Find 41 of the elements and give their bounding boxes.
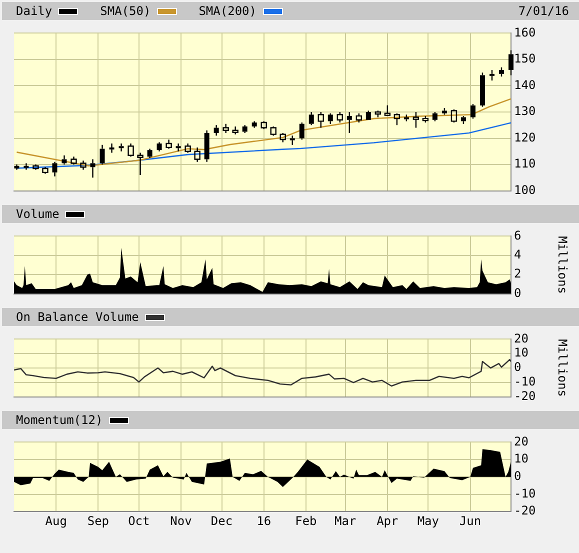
y-tick-label: 120 xyxy=(514,130,536,144)
legend-label: On Balance Volume xyxy=(16,310,139,324)
y-tick-label: 140 xyxy=(514,78,536,92)
y-tick-label: 20 xyxy=(514,331,528,346)
x-tick-label: Dec xyxy=(210,514,233,528)
y-tick-label: 100 xyxy=(514,182,536,197)
y-tick-label: 6 xyxy=(514,228,522,242)
legend-label: Momentum(12) xyxy=(16,413,103,427)
y-tick-label: 110 xyxy=(514,156,536,171)
y-tick-label: -20 xyxy=(514,504,536,518)
x-tick-label: Feb xyxy=(295,514,317,528)
y-tick-label: 10 xyxy=(514,346,528,360)
x-tick-label: Nov xyxy=(170,514,192,528)
y-tick-label: 4 xyxy=(514,248,522,262)
x-tick-label: Apr xyxy=(376,514,398,528)
x-tick-label: Aug xyxy=(45,514,67,528)
y-tick-label: -10 xyxy=(514,374,536,389)
y-tick-label: 2 xyxy=(514,266,522,281)
y-tick-label: -20 xyxy=(514,388,536,403)
text: 7/01/16 xyxy=(518,4,569,18)
y-tick-label: 0 xyxy=(514,469,522,484)
y-tick-label: 0 xyxy=(514,360,522,374)
y-tick-label: 160 xyxy=(514,25,536,40)
x-tick-label: Oct xyxy=(128,514,150,528)
x-tick-label: Mar xyxy=(334,514,356,528)
legend-label: SMA(200) xyxy=(198,4,256,18)
x-tick-label: May xyxy=(417,514,440,528)
x-tick-label: 16 xyxy=(256,514,272,528)
x-tick-label: Jun xyxy=(459,514,482,528)
x-tick-label: Sep xyxy=(87,514,110,528)
y-tick-label: 150 xyxy=(514,52,536,66)
y-axis-title: Millions xyxy=(556,339,570,397)
legend-label: Daily xyxy=(16,4,52,18)
legend-label: Volume xyxy=(16,207,60,221)
y-axis-title: Millions xyxy=(556,236,570,294)
y-tick-label: 10 xyxy=(514,452,528,466)
y-tick-label: -10 xyxy=(514,486,536,500)
legend-label: SMA(50) xyxy=(100,4,151,18)
y-tick-label: 0 xyxy=(514,286,522,300)
y-tick-label: 130 xyxy=(514,104,536,118)
y-tick-label: 20 xyxy=(514,434,528,448)
